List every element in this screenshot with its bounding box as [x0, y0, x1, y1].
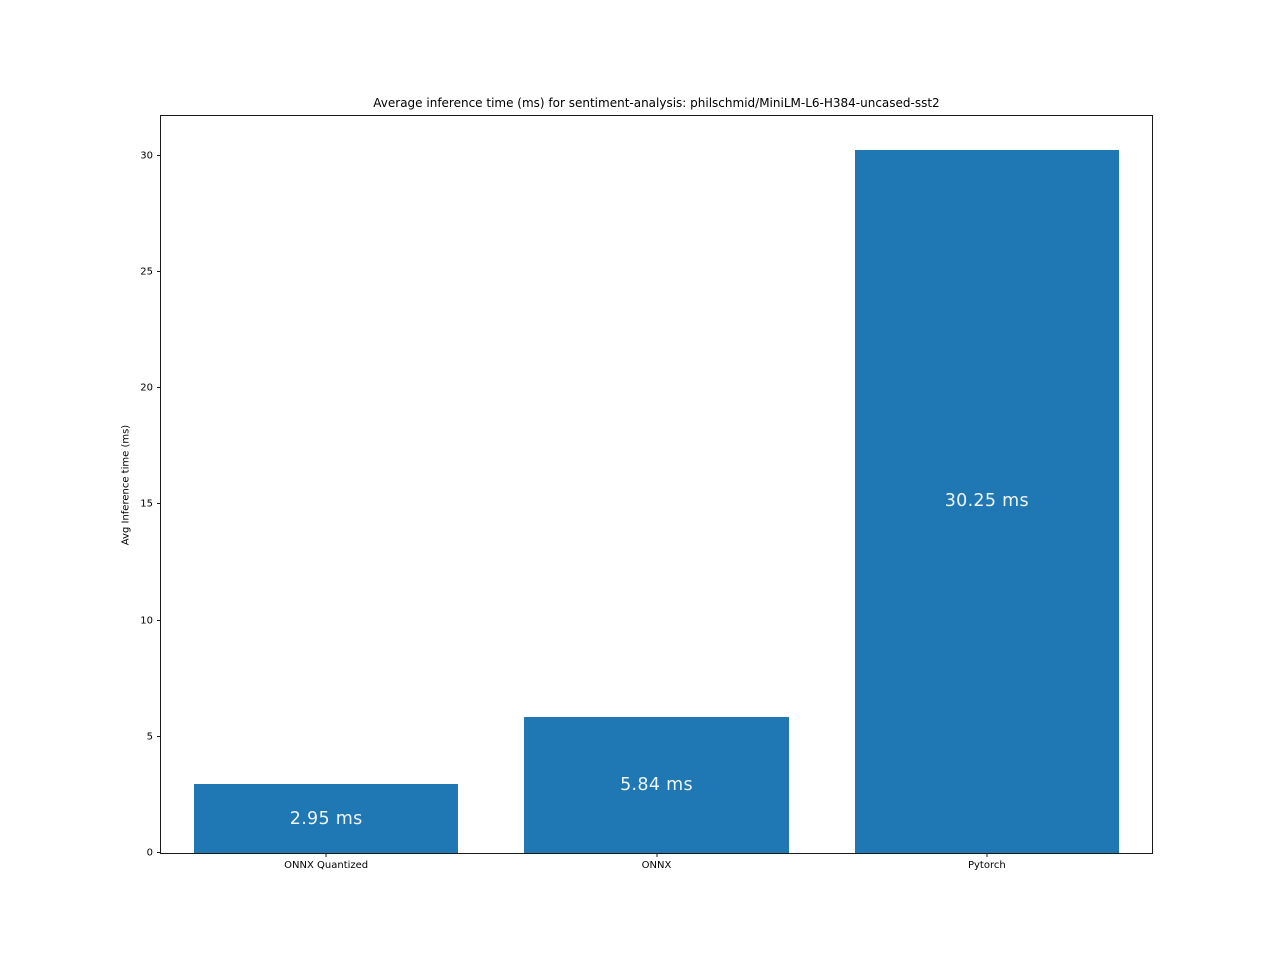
y-tick-mark	[157, 387, 161, 389]
y-tick-mark	[157, 503, 161, 505]
chart-title: Average inference time (ms) for sentimen…	[373, 96, 940, 110]
x-tick-mark	[325, 853, 327, 857]
y-tick-label: 20	[140, 382, 153, 394]
bar-onnx-quantized: 2.95 ms	[194, 784, 459, 853]
bar-value-label: 30.25 ms	[944, 491, 1029, 512]
x-tick-label-onnx-quantized: ONNX Quantized	[284, 860, 369, 871]
bar-value-label: 5.84 ms	[620, 775, 693, 796]
y-tick-mark	[157, 154, 161, 156]
y-tick-label: 30	[140, 150, 153, 162]
y-tick-label: 5	[146, 731, 153, 743]
bar-value-label: 2.95 ms	[289, 808, 363, 829]
y-tick-label: 10	[140, 615, 153, 627]
y-axis-label: Avg Inference time (ms)	[120, 424, 132, 546]
x-tick-label-onnx: ONNX	[641, 860, 672, 871]
x-tick-label-pytorch: Pytorch	[967, 860, 1006, 871]
plot-area: 0 5 10 15 20 25 30 2.95 ms ONNX Quantized 5.84 ms…	[140, 115, 1153, 871]
y-tick-mark	[157, 735, 161, 737]
bar-pytorch: 30.25 ms	[854, 149, 1119, 853]
y-tick-mark	[157, 852, 161, 853]
y-tick-label: 15	[140, 498, 153, 510]
y-tick-label: 25	[140, 266, 153, 278]
bar-onnx: 5.84 ms	[524, 717, 789, 853]
x-tick-mark	[656, 853, 657, 857]
y-tick-mark	[157, 270, 161, 272]
x-tick-mark	[986, 853, 988, 857]
y-tick-label: 0	[146, 847, 153, 859]
y-tick-mark	[157, 619, 161, 621]
